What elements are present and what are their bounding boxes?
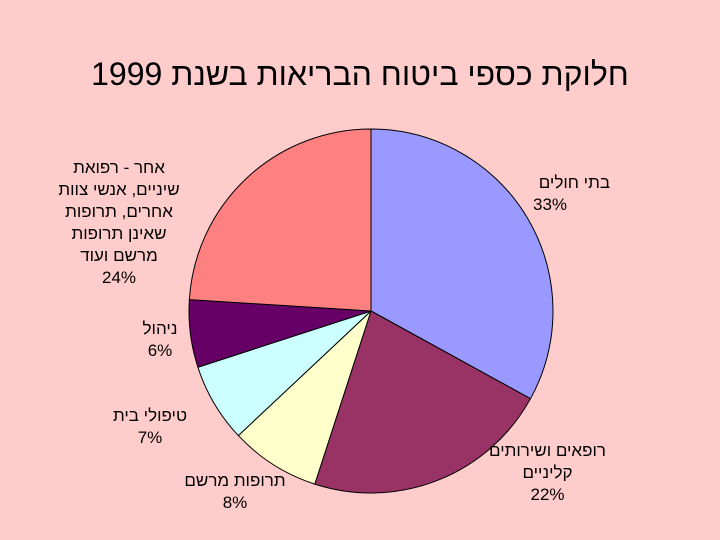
slice-label: אחר - רפואת שיניים, אנשי צוות אחרים, תרו… [55, 157, 183, 289]
value-label: 8% [222, 493, 248, 512]
slice-label: רופאים ושירותים קליניים 22% [470, 440, 625, 506]
pie-slice [314, 310, 532, 494]
value-label: 33% [532, 195, 568, 214]
category-label: טיפולי בית [112, 406, 188, 425]
value-label: 24% [101, 268, 137, 287]
slice-label: ניהול 6% [120, 318, 200, 362]
slice-label: טיפולי בית 7% [110, 405, 190, 449]
value-label: 22% [530, 485, 565, 504]
value-label: 6% [147, 341, 173, 360]
category-label: רופאים ושירותים קליניים [489, 441, 606, 482]
pie-slice [237, 310, 372, 485]
chart-title: חלוקת כספי ביטוח הבריאות בשנת 1999 [91, 56, 629, 92]
value-label: 7% [137, 428, 163, 447]
pie-slice [188, 128, 372, 312]
category-label: תרופות מרשם [184, 471, 286, 490]
slice-label: תרופות מרשם 8% [160, 470, 310, 514]
category-label: אחר - רפואת שיניים, אנשי צוות אחרים, תרו… [58, 158, 180, 265]
slice-label: בתי חולים 33% [490, 172, 610, 216]
category-label: בתי חולים [538, 173, 610, 192]
pie-slice [370, 128, 554, 400]
category-label: ניהול [142, 319, 178, 338]
